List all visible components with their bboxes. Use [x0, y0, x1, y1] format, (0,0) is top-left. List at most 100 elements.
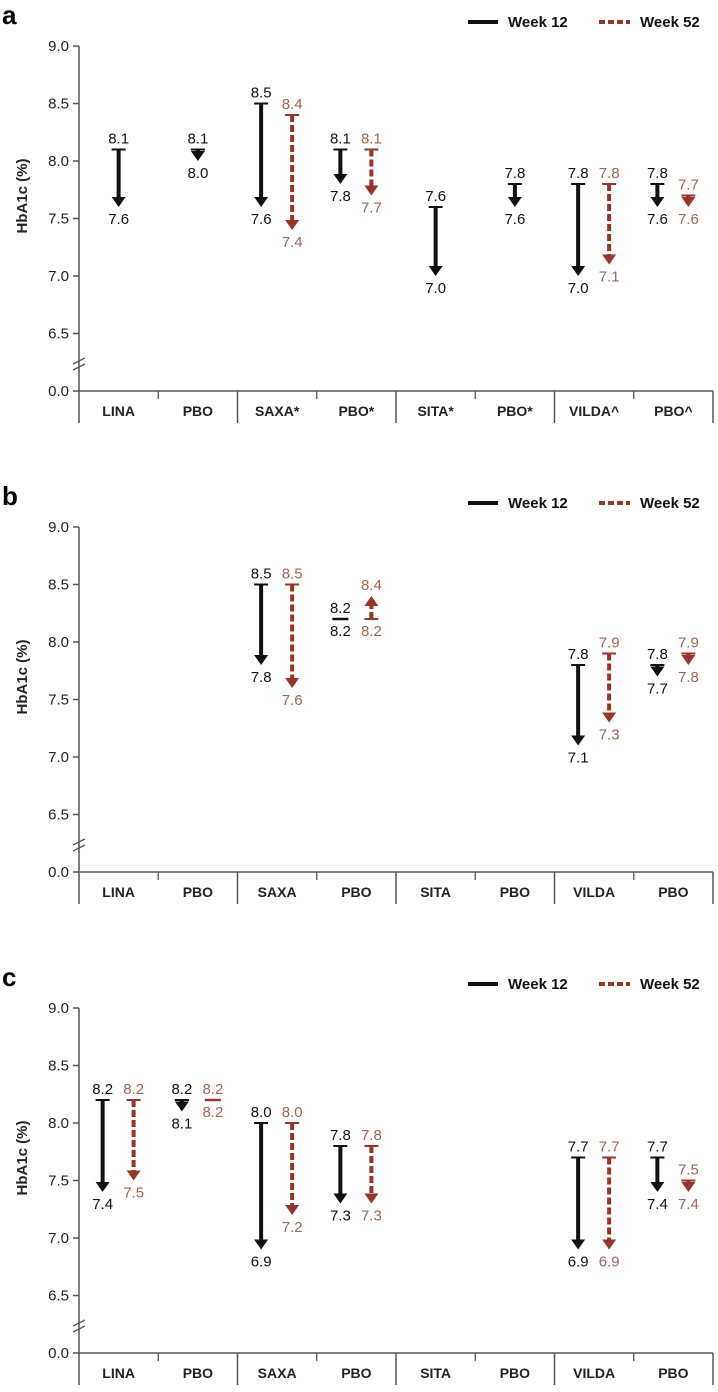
start-value-label: 7.7: [647, 1139, 668, 1156]
category-label: PBO: [341, 884, 371, 900]
arrow-head: [95, 1182, 110, 1192]
end-value-label: 6.9: [568, 1254, 589, 1271]
end-value-label: 7.1: [568, 750, 589, 767]
arrow-head: [650, 666, 665, 677]
start-value-label: 7.5: [678, 1162, 699, 1179]
arrow-week12: 8.2 8.1: [171, 1081, 192, 1133]
end-value-label: 7.1: [599, 269, 620, 286]
legend-week52-label: Week 52: [640, 976, 700, 993]
axis-break-mark: [72, 357, 86, 365]
arrow-head: [364, 596, 379, 606]
arrow-head: [428, 266, 443, 276]
category-label: SAXA: [258, 1365, 297, 1381]
arrow-week52: 7.7 7.6: [678, 177, 699, 229]
start-value-label: 7.8: [647, 646, 668, 663]
arrow-week12: 8.28.2: [330, 600, 351, 640]
start-value-label: 8.5: [282, 566, 303, 583]
arrow-week12: 7.8 7.0: [568, 165, 589, 297]
category-label: VILDA: [573, 1365, 615, 1381]
start-value-label: 7.9: [599, 635, 620, 652]
arrow-week52: 8.4 8.2: [361, 577, 382, 640]
arrow-week12: 7.8 7.1: [568, 646, 589, 767]
y-axis-title: HbA1c (%): [14, 1120, 31, 1195]
end-value-label: 7.6: [504, 211, 525, 228]
arrow-head: [333, 174, 348, 184]
category-label: VILDA^: [569, 403, 619, 419]
end-value-label: 7.3: [330, 1208, 351, 1225]
arrow-head: [174, 1101, 189, 1112]
start-value-label: 8.4: [282, 96, 303, 113]
arrow-head: [650, 197, 665, 207]
arrow-head: [126, 1170, 141, 1181]
start-value-label: 7.8: [568, 165, 589, 182]
category-label: PBO: [500, 884, 530, 900]
end-value-label: 7.4: [92, 1196, 113, 1213]
category-label: PBO: [658, 1365, 688, 1381]
arrow-week12: 7.8 7.7: [647, 646, 668, 698]
arrow-week12: 8.1 7.8: [330, 131, 351, 206]
panel-label: c: [2, 962, 16, 992]
end-value-label: 7.8: [330, 188, 351, 205]
legend-week12-label: Week 12: [508, 976, 568, 993]
arrow-week12: 8.1 7.6: [108, 131, 129, 229]
arrow-head: [285, 220, 300, 230]
y-tick-label: 9.0: [48, 519, 69, 536]
end-value-label: 8.0: [187, 165, 208, 182]
category-label: PBO: [341, 1365, 371, 1381]
end-value-label: 7.4: [678, 1196, 699, 1213]
end-value-label: 7.6: [251, 211, 272, 228]
category-label: LINA: [102, 1365, 135, 1381]
y-tick-label: 6.5: [48, 807, 69, 824]
y-tick-label: 8.0: [48, 153, 69, 170]
end-value-label: 7.6: [108, 211, 129, 228]
end-value-label: 8.2: [330, 623, 351, 640]
end-value-label: 7.0: [425, 280, 446, 297]
panel-label: b: [2, 481, 18, 511]
legend-week12-label: Week 12: [508, 495, 568, 512]
category-label: PBO: [183, 1365, 213, 1381]
end-value-label: 7.3: [361, 1208, 382, 1225]
start-value-label: 7.7: [568, 1139, 589, 1156]
arrow-head: [602, 1239, 617, 1250]
arrow-week12: 7.8 7.3: [330, 1127, 351, 1225]
arrow-week52: 7.9 7.8: [678, 635, 699, 687]
arrow-head: [285, 1205, 300, 1215]
arrow-week52: 8.5 7.6: [282, 566, 303, 710]
category-label: PBO: [500, 1365, 530, 1381]
arrow-head: [254, 1239, 269, 1250]
end-value-label: 7.4: [282, 234, 303, 251]
start-value-label: 8.1: [108, 131, 129, 148]
start-value-label: 7.8: [361, 1127, 382, 1144]
category-label: PBO: [658, 884, 688, 900]
legend-week12-label: Week 12: [508, 14, 568, 31]
panel-a: a 9.0 8.5 8.0 7.5 7.0 6.5 0.0 HbA1c (%) Week 12 We…: [2, 0, 714, 423]
arrow-head: [285, 678, 300, 688]
y-tick-label: 7.0: [48, 268, 69, 285]
y-axis-title: HbA1c (%): [14, 158, 31, 233]
category-label: PBO: [183, 884, 213, 900]
y-tick-label: 6.5: [48, 326, 69, 343]
start-value-label: 7.8: [647, 165, 668, 182]
arrow-week52: 8.4 7.4: [282, 96, 303, 251]
end-value-label: 8.4: [361, 577, 382, 594]
category-label: SITA: [420, 884, 451, 900]
arrow-head: [681, 1182, 696, 1192]
y-tick-label: 8.5: [48, 1058, 69, 1075]
arrow-week52: 8.1 7.7: [361, 131, 382, 217]
y-tick-label: 8.5: [48, 96, 69, 113]
start-value-label: 7.7: [678, 177, 699, 194]
arrow-head: [190, 151, 205, 161]
start-value-label: 8.1: [187, 131, 208, 148]
category-label: SAXA: [258, 884, 297, 900]
axis-break-mark: [72, 1319, 86, 1327]
y-tick-label: 6.5: [48, 1288, 69, 1305]
panel-label: a: [2, 0, 17, 30]
arrow-head: [507, 197, 522, 207]
end-value-label: 7.5: [123, 1185, 144, 1202]
end-value-label: 7.8: [251, 669, 272, 686]
arrow-week12: 7.7 7.4: [647, 1139, 668, 1214]
end-value-label: 6.9: [599, 1254, 620, 1271]
start-value-label: 7.9: [678, 635, 699, 652]
arrow-week52: 7.5 7.4: [678, 1162, 699, 1214]
legend-week52-label: Week 52: [640, 14, 700, 31]
